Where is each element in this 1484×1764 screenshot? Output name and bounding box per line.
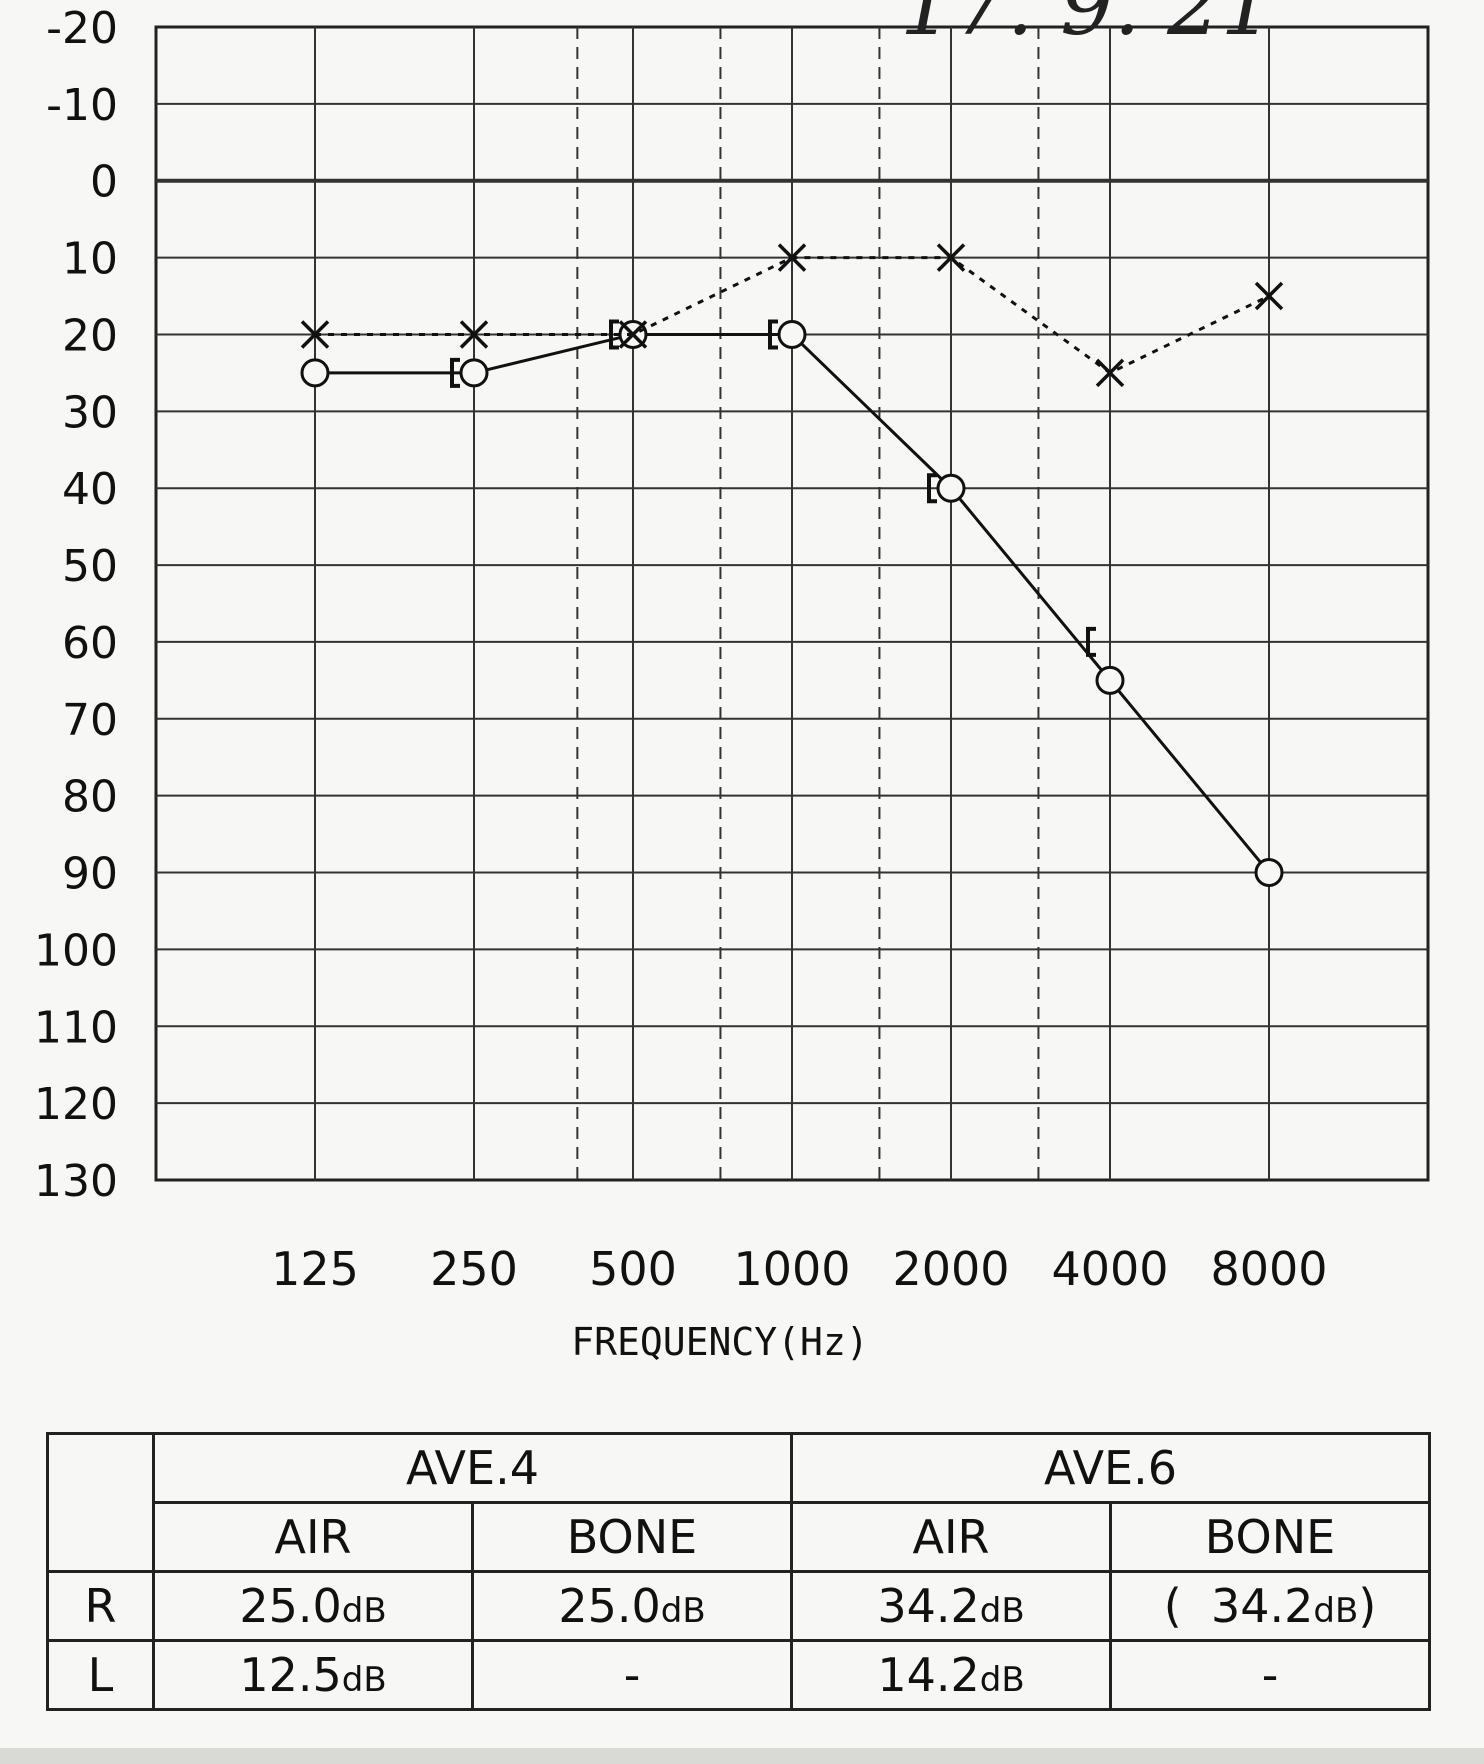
y-tick-label: 120 (34, 1079, 118, 1130)
x-tick-label: 125 (271, 1242, 359, 1296)
ave6-air-header: AIR (790, 1501, 1113, 1573)
ear-label-l: L (46, 1639, 155, 1711)
series-R-bone (450, 319, 1096, 657)
x-tick-label: 8000 (1210, 1242, 1327, 1296)
y-tick-label: 20 (62, 310, 118, 361)
ave6-bone-header: BONE (1109, 1501, 1432, 1573)
unit: dB (1313, 1591, 1359, 1631)
value: 12.5 (239, 1648, 342, 1702)
data-point-bracket (609, 319, 619, 350)
open-paren: ( (1163, 1579, 1182, 1633)
r-ave4-bone: 25.0dB (470, 1570, 794, 1642)
y-tick-label: 100 (34, 925, 118, 976)
data-point-circle (459, 358, 489, 388)
value: 34.2 (877, 1579, 980, 1633)
y-tick-label: -10 (46, 80, 118, 131)
x-tick-label: 500 (589, 1242, 677, 1296)
r-ave6-bone: ( 34.2dB) (1109, 1570, 1432, 1642)
ave4-air-header: AIR (152, 1501, 474, 1573)
data-point-cross (936, 243, 966, 272)
audiogram-chart: -20 -10 0 10 20 30 40 50 60 70 80 90 100 110 120 130 12… (34, 0, 1430, 1364)
value: 14.2 (877, 1648, 980, 1702)
l-ave4-bone: - (470, 1639, 794, 1711)
l-ave6-bone: - (1109, 1639, 1432, 1711)
y-tick-label: 80 (62, 772, 118, 823)
y-tick-label: 0 (90, 157, 118, 208)
y-tick-label: 130 (34, 1156, 118, 1207)
value: 34.2 (1210, 1579, 1314, 1633)
ave4-bone-header: BONE (470, 1501, 794, 1573)
l-ave6-air: 14.2dB (790, 1639, 1113, 1711)
unit: dB (979, 1660, 1025, 1700)
x-tick-label: 2000 (892, 1242, 1009, 1296)
data-point-circle (936, 473, 966, 503)
series-L-air (300, 243, 1284, 388)
unit: dB (660, 1591, 706, 1631)
y-tick-label: 50 (62, 541, 118, 592)
data-point-circle (777, 319, 807, 349)
unit: dB (979, 1591, 1025, 1631)
close-paren: ) (1358, 1579, 1377, 1633)
data-point-cross (618, 320, 648, 349)
table-row: L 12.5dB - 14.2dB - (46, 1639, 1432, 1711)
y-tick-label: 30 (62, 387, 118, 438)
table-corner-cell (46, 1432, 155, 1573)
y-tick-label: 10 (62, 234, 118, 285)
table-header-row: AVE.4 AVE.6 (46, 1432, 1432, 1573)
handwritten-date: 17. 9. 21 (900, 0, 1274, 54)
x-tick-labels: 125 250 500 1000 2000 4000 8000 (271, 1242, 1327, 1296)
data-point-bracket (450, 357, 460, 388)
value: 25.0 (239, 1579, 342, 1633)
ave4-header: AVE.4 (151, 1432, 794, 1504)
y-tick-label: 60 (62, 618, 118, 669)
table-row: R 25.0dB 25.0dB 34.2dB ( 34.2dB) (46, 1570, 1432, 1642)
ave6-header: AVE.6 (790, 1432, 1432, 1504)
y-tick-labels: -20 -10 0 10 20 30 40 50 60 70 80 90 100 110 120 130 (34, 3, 118, 1207)
data-point-cross (777, 243, 807, 272)
series-R-air (300, 319, 1284, 888)
x-tick-label: 1000 (733, 1242, 850, 1296)
unit: dB (341, 1591, 387, 1631)
data-point-bracket (768, 319, 778, 350)
data-point-cross (300, 320, 330, 349)
x-tick-label: 250 (430, 1242, 518, 1296)
series-layer (300, 243, 1284, 888)
data-point-circle (300, 358, 330, 388)
ear-label-r: R (46, 1570, 155, 1642)
x-tick-label: 4000 (1051, 1242, 1168, 1296)
y-tick-label: -20 (46, 3, 118, 54)
data-point-bracket (927, 473, 937, 504)
y-tick-label: 90 (62, 849, 118, 900)
average-hearing-level-table: AVE.4 AVE.6 AIR BONE AIR BONE R 25.0dB 2… (46, 1432, 1432, 1711)
data-point-circle (1254, 858, 1284, 888)
data-point-cross (459, 320, 489, 349)
r-ave4-air: 25.0dB (152, 1570, 474, 1642)
l-ave4-air: 12.5dB (152, 1639, 474, 1711)
cropped-bottom-strip (0, 1748, 1484, 1764)
unit: dB (341, 1660, 387, 1700)
data-point-cross (1095, 358, 1125, 388)
value: 25.0 (558, 1579, 661, 1633)
chart-grid (154, 25, 1430, 1182)
y-tick-label: 70 (62, 695, 118, 746)
y-tick-label: 40 (62, 464, 118, 515)
table-subheader-row: AIR BONE AIR BONE (48, 1501, 1432, 1573)
y-tick-label: 110 (34, 1002, 118, 1053)
data-point-bracket (1086, 626, 1096, 657)
data-point-cross (1254, 281, 1284, 311)
r-ave6-air: 34.2dB (790, 1570, 1113, 1642)
x-axis-label: FREQUENCY(Hz) (571, 1320, 868, 1364)
data-point-circle (1095, 665, 1125, 695)
